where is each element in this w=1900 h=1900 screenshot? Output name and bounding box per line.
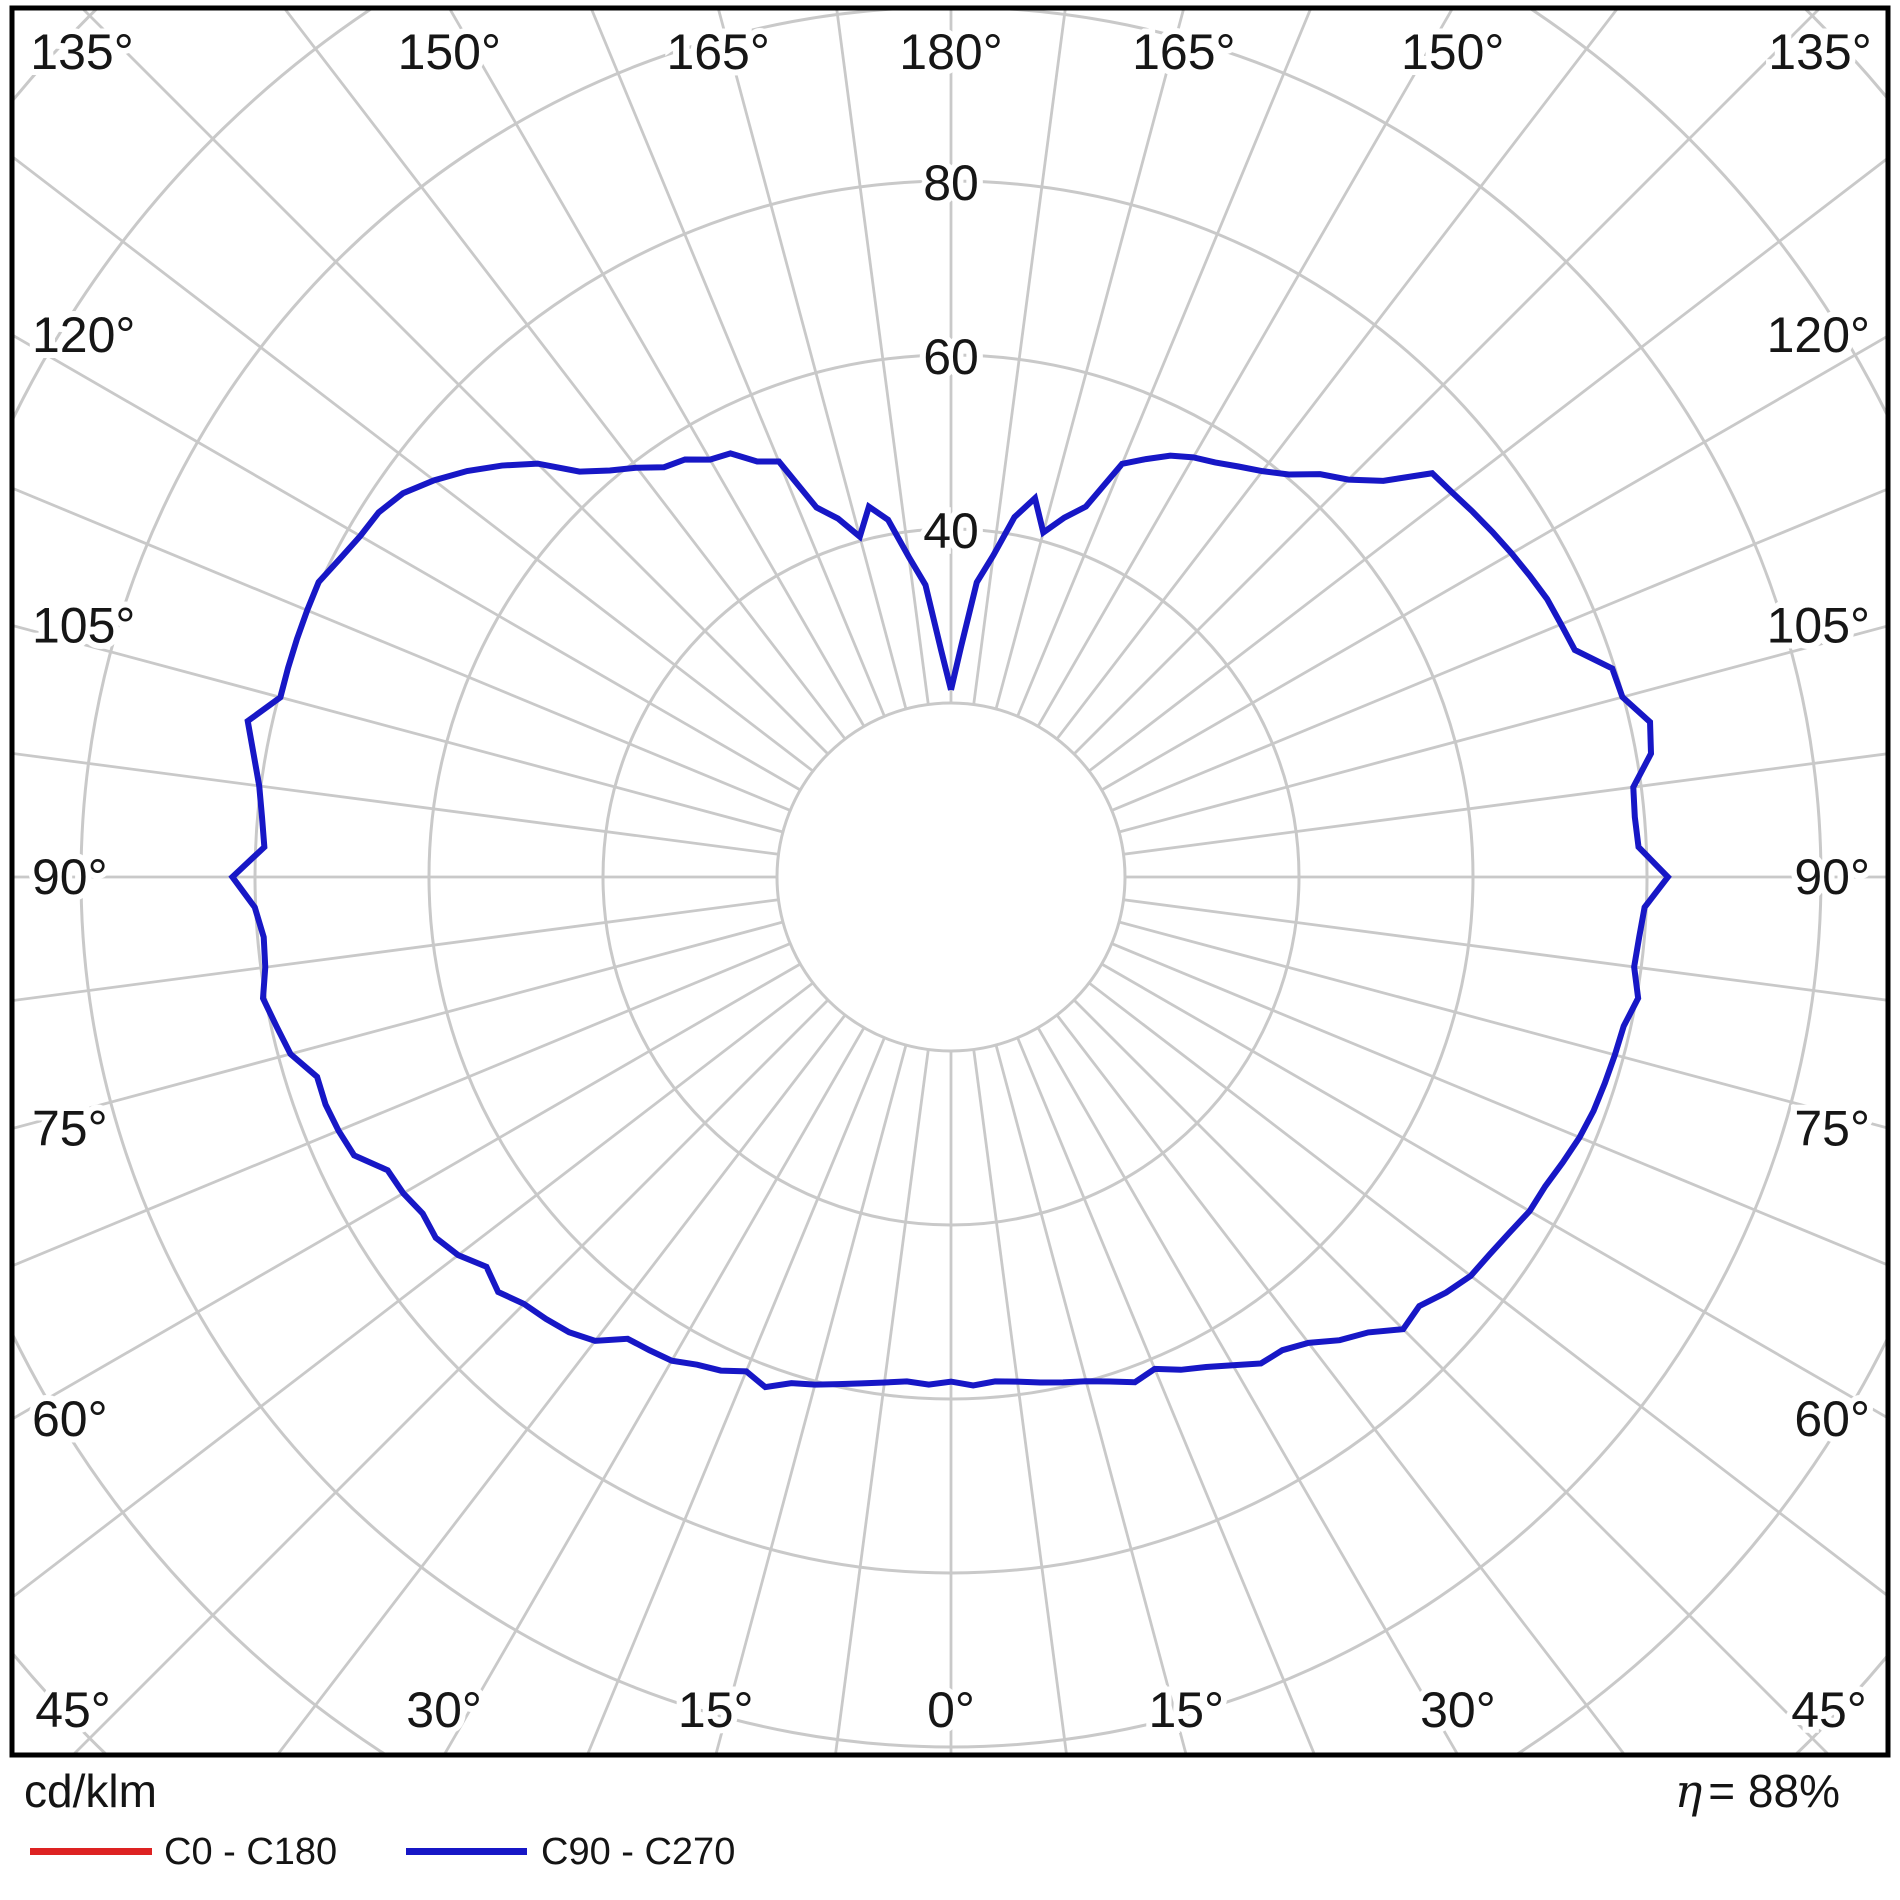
polar-grid-spoke [590, 10, 886, 717]
angle-label-left: 75° [32, 1101, 108, 1157]
polar-grid-spoke [14, 898, 779, 1002]
polar-grid-spoke [277, 1014, 847, 1753]
angle-label-bottom: 15° [678, 1682, 754, 1738]
angle-label-bottom: 0° [927, 1682, 975, 1738]
polar-grid-spoke [443, 1026, 866, 1753]
polar-grid-spoke [1036, 10, 1454, 728]
angle-label-top: 135° [30, 24, 133, 80]
angle-label-top: 165° [1132, 24, 1235, 80]
polar-grid-spoke [834, 1049, 930, 1753]
polar-grid-spoke [1118, 920, 1886, 1129]
polar-grid-spoke [1055, 1014, 1625, 1753]
polar-grid-spoke [283, 10, 847, 740]
polar-grid-spoke [14, 752, 779, 856]
polar-grid-spoke [82, 10, 829, 755]
angle-label-top: 165° [666, 24, 769, 80]
polar-grid-spoke [14, 156, 814, 773]
polar-grid-spoke [14, 334, 802, 792]
legend-label-c90-c270: C90 - C270 [541, 1831, 736, 1873]
polar-grid-spoke [1073, 999, 1829, 1753]
angle-label-left: 60° [32, 1391, 108, 1447]
radial-value-label: 60 [923, 329, 979, 385]
curve-c90-c270 [228, 450, 1672, 1391]
curves [228, 450, 1672, 1391]
legend-label-c0-c180: C0 - C180 [164, 1831, 338, 1873]
angle-label-top: 150° [1401, 24, 1504, 80]
eta-value: = 88% [1708, 1765, 1840, 1817]
polar-grid-spoke [73, 999, 829, 1753]
polar-grid-spoke [14, 962, 802, 1420]
polar-grid-spoke [1055, 10, 1619, 740]
polar-grid-spoke [1016, 10, 1312, 717]
radial-value-label: 80 [923, 155, 979, 211]
polar-grid-spoke [972, 1049, 1068, 1753]
polar-grid-circle [775, 701, 1127, 1053]
polar-grid-spoke [994, 1044, 1188, 1753]
legend: C0 - C180 C90 - C270 [0, 1826, 1900, 1886]
polar-grid-spoke [14, 487, 791, 812]
polar-grid-spoke [1100, 335, 1886, 792]
units-label: cd/klm [24, 1765, 157, 1817]
polar-grid-spoke [972, 10, 1067, 705]
polar-grid-spoke [835, 10, 930, 705]
polar-grid-spoke [14, 920, 784, 1130]
polar-grid-spoke [1088, 981, 1886, 1597]
polar-grid-spoke [1088, 157, 1886, 773]
angle-label-left: 90° [32, 849, 108, 905]
angle-label-bottom: 45° [1791, 1682, 1867, 1738]
angle-label-bottom: 45° [35, 1682, 111, 1738]
plot-border [9, 5, 1891, 1758]
angle-label-top: 135° [1768, 24, 1871, 80]
radial-value-label: 40 [923, 503, 979, 559]
legend-swatch-c0-c180 [30, 1848, 152, 1855]
polar-grid-spoke [1111, 942, 1886, 1266]
eta-symbol: η [1674, 1764, 1703, 1818]
polar-grid-spoke [14, 624, 784, 834]
angle-label-right: 120° [1767, 307, 1870, 363]
angle-label-right: 90° [1794, 849, 1870, 905]
axis-labels: 135° 150° 165° 180° 165° 150° 135° 45° 30° 15° 0° 1… [24, 18, 1877, 1744]
polar-grid-spoke [448, 10, 866, 728]
angle-label-top: 150° [398, 24, 501, 80]
polar-grid-spoke [1100, 962, 1886, 1419]
angle-label-top: 180° [899, 24, 1002, 80]
legend-swatch-c90-c270 [406, 1848, 527, 1855]
polar-grid-spoke [1036, 1026, 1459, 1753]
angle-label-right: 105° [1767, 597, 1870, 653]
angle-label-bottom: 30° [406, 1682, 482, 1738]
polar-grid-spoke [1118, 625, 1886, 834]
polar-grid-spoke [1123, 898, 1886, 1002]
polar-grid-spoke [1016, 1037, 1316, 1753]
angle-label-left: 120° [32, 307, 135, 363]
angle-label-right: 75° [1794, 1101, 1870, 1157]
polar-grid-spoke [14, 942, 791, 1267]
angle-label-bottom: 15° [1148, 1682, 1224, 1738]
polar-grid-spoke [586, 1037, 886, 1753]
polar-grid-spoke [1111, 488, 1886, 812]
angle-label-right: 60° [1794, 1391, 1870, 1447]
polar-grid-spoke [994, 10, 1185, 710]
angle-label-bottom: 30° [1420, 1682, 1496, 1738]
polar-grid-spoke [714, 1044, 908, 1753]
angle-label-left: 105° [32, 597, 135, 653]
polar-grid-spoke [14, 981, 814, 1598]
efficiency-label: η = 88% [1675, 1764, 1840, 1818]
polar-grid-spoke [1123, 752, 1886, 856]
polar-grid-spoke [717, 10, 908, 710]
polar-grid-spoke [1073, 10, 1820, 755]
